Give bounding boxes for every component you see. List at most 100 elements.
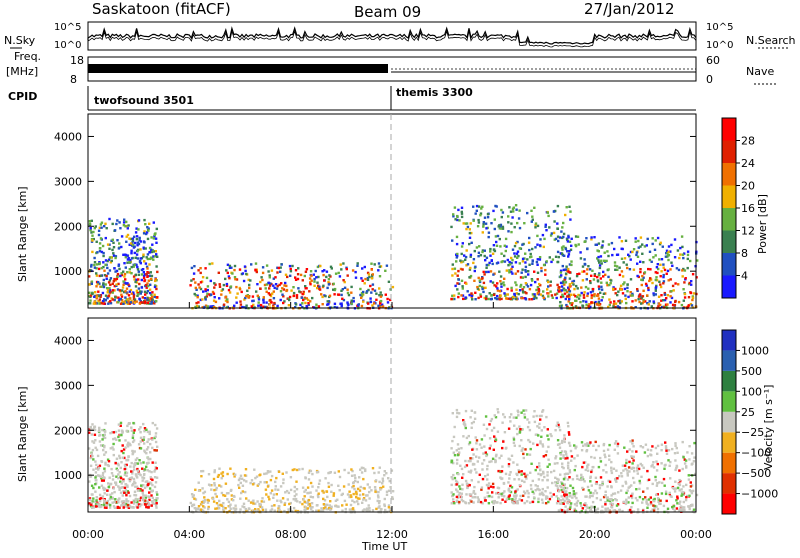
scatter-cell bbox=[510, 413, 513, 416]
scatter-cell bbox=[383, 503, 386, 506]
scatter-cell bbox=[294, 509, 297, 513]
scatter-cell bbox=[522, 456, 525, 460]
scatter-cell bbox=[674, 300, 677, 303]
scatter-cell bbox=[635, 251, 639, 254]
scatter-cell bbox=[651, 237, 654, 240]
scatter-cell bbox=[296, 273, 300, 276]
velocity-colorbar-label: Velocity [m s⁻¹] bbox=[762, 385, 775, 470]
scatter-cell bbox=[691, 296, 695, 299]
scatter-cell bbox=[562, 466, 565, 470]
scatter-cell bbox=[649, 449, 653, 452]
scatter-cell bbox=[506, 287, 509, 291]
scatter-cell bbox=[308, 504, 312, 508]
scatter-cell bbox=[103, 492, 106, 495]
scatter-cell bbox=[377, 501, 381, 505]
scatter-cell bbox=[651, 281, 654, 285]
scatter-cell bbox=[301, 279, 304, 282]
scatter-cell bbox=[301, 305, 304, 309]
scatter-cell bbox=[292, 498, 295, 501]
scatter-cell bbox=[100, 484, 104, 487]
scatter-cell bbox=[620, 288, 623, 291]
scatter-cell bbox=[109, 431, 112, 435]
colorbar-segment bbox=[722, 118, 736, 141]
scatter-cell bbox=[318, 287, 321, 291]
scatter-cell bbox=[614, 287, 617, 291]
scatter-cell bbox=[122, 451, 125, 455]
scatter-cell bbox=[102, 251, 105, 255]
scatter-cell bbox=[536, 258, 539, 261]
scatter-cell bbox=[559, 275, 562, 279]
scatter-cell bbox=[659, 285, 663, 289]
scatter-cell bbox=[576, 454, 579, 457]
scatter-cell bbox=[518, 209, 521, 212]
scatter-cell bbox=[327, 283, 331, 286]
scatter-cell bbox=[105, 506, 108, 509]
scatter-cell bbox=[461, 260, 465, 263]
scatter-cell bbox=[678, 256, 681, 260]
scatter-cell bbox=[669, 477, 672, 480]
scatter-cell bbox=[317, 492, 320, 495]
scatter-cell bbox=[257, 304, 260, 307]
scatter-cell bbox=[640, 475, 643, 478]
scatter-cell bbox=[469, 416, 472, 419]
scatter-cell bbox=[487, 263, 490, 267]
colorbar-segment bbox=[722, 208, 736, 231]
scatter-cell bbox=[125, 429, 128, 433]
scatter-cell bbox=[655, 266, 659, 269]
scatter-cell bbox=[493, 499, 496, 503]
scatter-cell bbox=[493, 227, 496, 231]
scatter-cell bbox=[503, 244, 506, 247]
scatter-cell bbox=[118, 289, 121, 292]
scatter-cell bbox=[483, 496, 486, 499]
scatter-cell bbox=[637, 239, 640, 243]
scatter-cell bbox=[657, 500, 660, 503]
scatter-cell bbox=[379, 295, 383, 298]
scatter-cell bbox=[107, 485, 111, 488]
scatter-cell bbox=[649, 496, 652, 499]
scatter-cell bbox=[526, 453, 529, 456]
scatter-cell bbox=[633, 481, 636, 484]
scatter-cell bbox=[534, 484, 537, 487]
scatter-cell bbox=[597, 301, 600, 304]
scatter-cell bbox=[107, 482, 110, 485]
scatter-cell bbox=[499, 275, 503, 278]
scatter-cell bbox=[143, 230, 146, 233]
scatter-cell bbox=[142, 461, 145, 464]
scatter-cell bbox=[468, 231, 472, 235]
scatter-cell bbox=[229, 503, 232, 506]
scatter-cell bbox=[608, 298, 611, 301]
scatter-cell bbox=[646, 237, 649, 241]
scatter-cell bbox=[524, 409, 528, 412]
scatter-cell bbox=[634, 237, 637, 240]
scatter-cell bbox=[583, 240, 586, 243]
scatter-cell bbox=[518, 247, 521, 250]
scatter-cell bbox=[92, 506, 95, 509]
scatter-cell bbox=[301, 486, 305, 489]
scatter-cell bbox=[270, 474, 274, 478]
scatter-cell bbox=[591, 466, 594, 469]
scatter-cell bbox=[541, 491, 544, 494]
scatter-cell bbox=[110, 472, 114, 475]
scatter-cell bbox=[215, 495, 218, 498]
scatter-cell bbox=[515, 427, 519, 431]
scatter-cell bbox=[269, 294, 273, 298]
scatter-cell bbox=[573, 503, 577, 506]
scatter-cell bbox=[637, 246, 640, 249]
scatter-cell bbox=[574, 235, 578, 238]
scatter-cell bbox=[114, 255, 118, 258]
scatter-cell bbox=[135, 300, 138, 303]
scatter-cell bbox=[330, 267, 333, 270]
scatter-cell bbox=[652, 300, 655, 303]
x-tick-label: 00:00 bbox=[680, 528, 712, 541]
scatter-cell bbox=[352, 484, 355, 488]
scatter-cell bbox=[234, 504, 237, 507]
scatter-cell bbox=[385, 472, 388, 475]
scatter-cell bbox=[115, 457, 119, 460]
scatter-cell bbox=[95, 285, 98, 288]
noise-right-label: N.Search bbox=[746, 34, 796, 47]
scatter-cell bbox=[108, 217, 111, 221]
scatter-cell bbox=[315, 276, 318, 279]
scatter-cell bbox=[688, 458, 691, 461]
scatter-cell bbox=[147, 438, 150, 441]
scatter-cell bbox=[360, 294, 364, 298]
